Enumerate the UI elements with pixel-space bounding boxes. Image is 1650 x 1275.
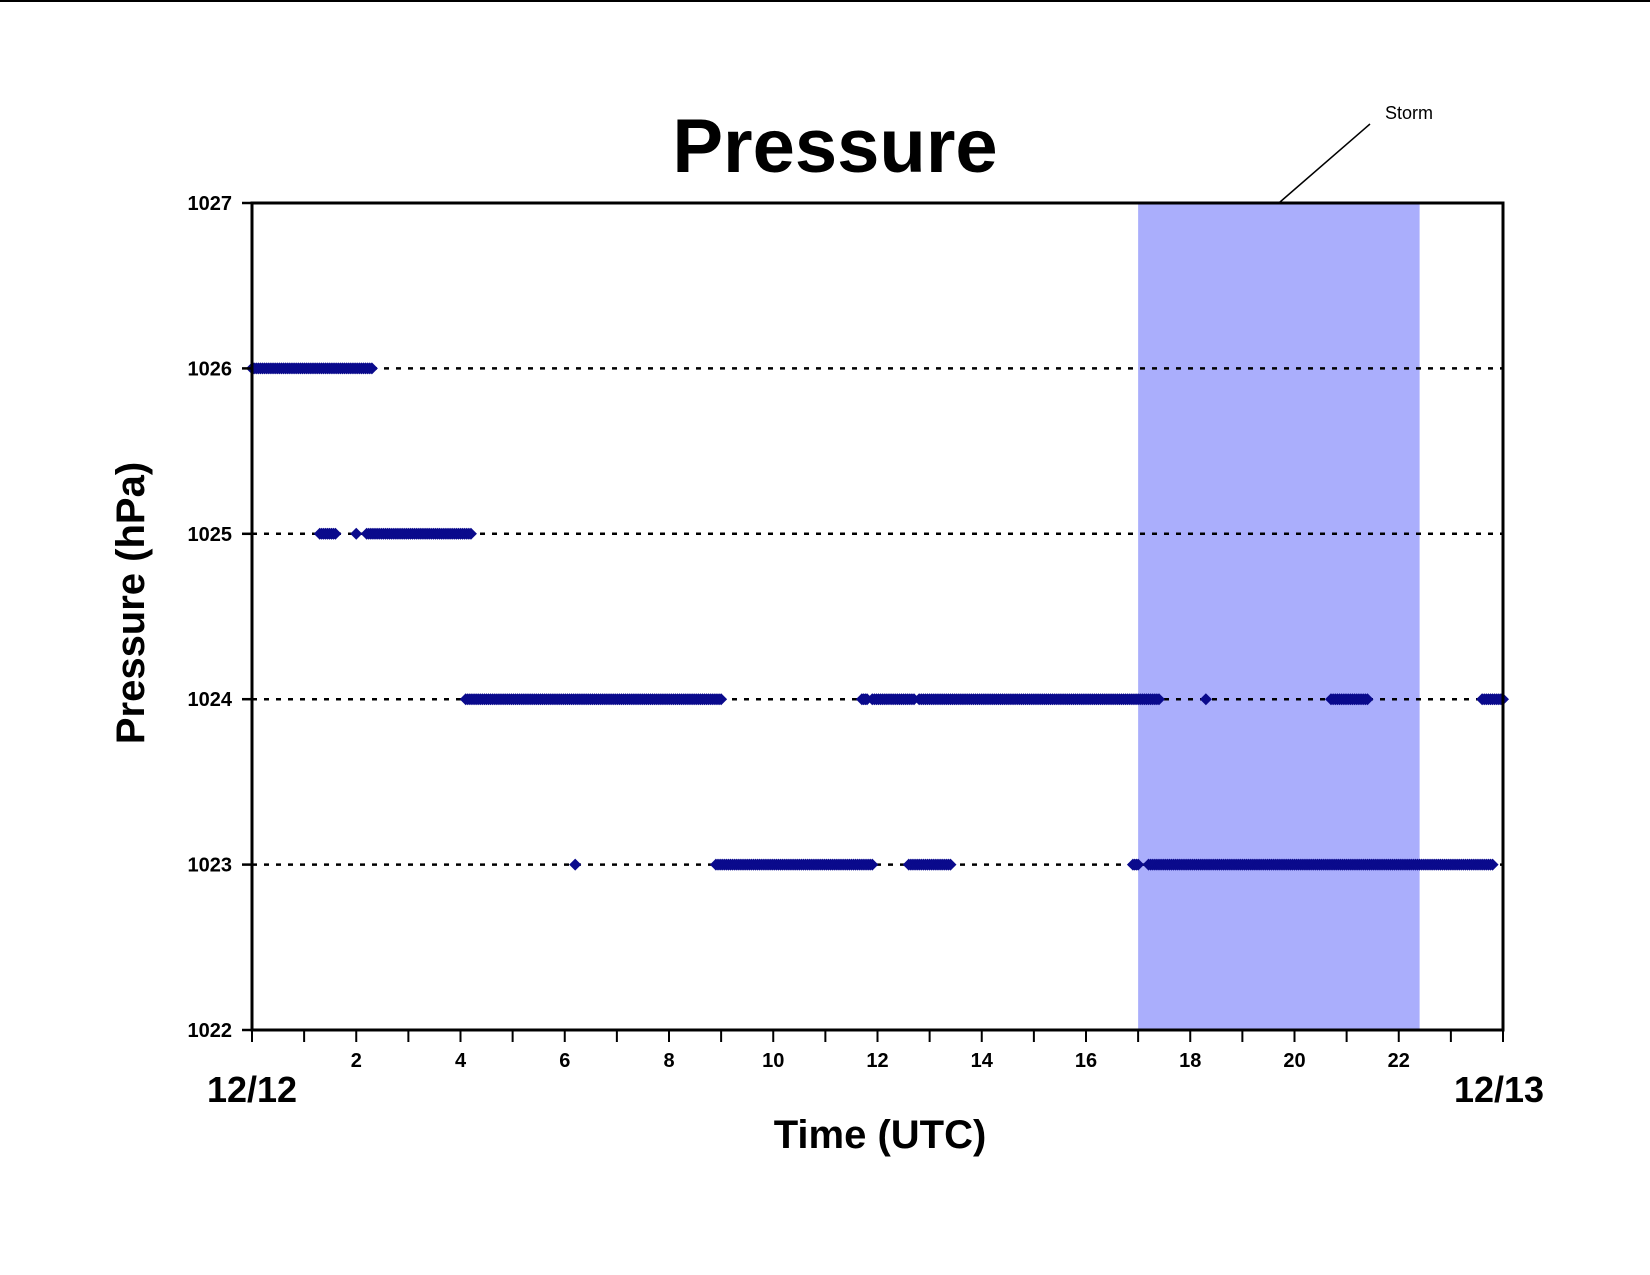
- x-tick-label: 12: [866, 1050, 888, 1072]
- x-date-end-label: 12/13: [1454, 1069, 1544, 1110]
- data-point: [1486, 858, 1499, 871]
- y-tick-label: 1024: [188, 689, 233, 711]
- data-point: [365, 362, 378, 375]
- x-axis-label: Time (UTC): [774, 1113, 987, 1157]
- x-tick-label: 14: [971, 1050, 994, 1072]
- data-point: [329, 527, 342, 540]
- y-tick-label: 1026: [188, 358, 233, 380]
- data-point: [1199, 693, 1212, 706]
- storm-band: [1138, 203, 1420, 1030]
- y-tick-label: 1025: [188, 524, 233, 546]
- top-border-rule: [0, 0, 1650, 2]
- x-tick-label: 2: [351, 1050, 362, 1072]
- data-point: [1361, 693, 1374, 706]
- data-point: [715, 693, 728, 706]
- x-tick-label: 4: [455, 1050, 467, 1072]
- y-tick-label: 1027: [188, 193, 233, 215]
- x-axis-ticks: 2 4 6 8 10 12 14 16 18 20 22: [251, 1030, 1504, 1072]
- data-point: [350, 527, 363, 540]
- data-point: [1132, 858, 1145, 871]
- y-tick-label: 1023: [188, 855, 233, 877]
- x-tick-label: 16: [1075, 1050, 1097, 1072]
- x-tick-label: 18: [1179, 1050, 1201, 1072]
- storm-annotation-leader: [1278, 123, 1371, 204]
- data-point: [569, 858, 582, 871]
- x-tick-label: 10: [762, 1050, 784, 1072]
- x-tick-label: 20: [1283, 1050, 1305, 1072]
- x-date-start-label: 12/12: [207, 1069, 297, 1110]
- x-tick-label: 22: [1388, 1050, 1410, 1072]
- y-axis-ticks: 1022 1023 1024 1025 1026 1027: [188, 193, 252, 1042]
- data-point: [944, 858, 957, 871]
- data-points: [246, 362, 1509, 871]
- chart-title: Pressure: [672, 104, 997, 189]
- data-point: [1152, 693, 1165, 706]
- storm-band-layer: [1138, 203, 1420, 1030]
- data-point: [866, 858, 879, 871]
- y-tick-label: 1022: [188, 1020, 233, 1042]
- storm-annotation-label: Storm: [1385, 103, 1433, 123]
- data-point: [464, 527, 477, 540]
- x-tick-label: 6: [559, 1050, 570, 1072]
- x-tick-label: 8: [663, 1050, 674, 1072]
- y-axis-label: Pressure (hPa): [109, 462, 153, 744]
